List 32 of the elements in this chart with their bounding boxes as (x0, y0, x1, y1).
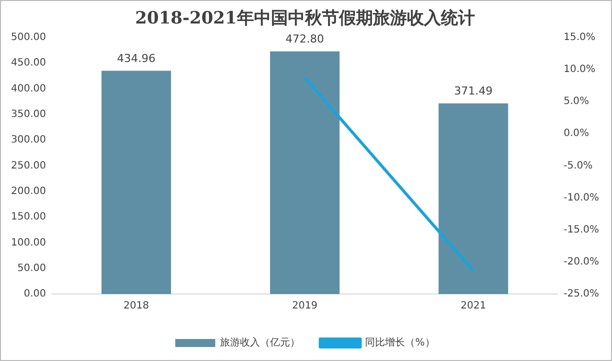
x-tick-label: 2018 (124, 300, 149, 312)
y-tick-label: 350.00 (10, 108, 46, 120)
y-tick-label: 100.00 (10, 237, 46, 248)
y-tick-label: 50.00 (17, 262, 46, 274)
y-tick-label: 250.00 (10, 160, 46, 172)
y-tick-label: 500.00 (10, 32, 46, 43)
y-tick-label: 0.00 (24, 288, 46, 300)
y-tick-label: 400.00 (10, 83, 46, 94)
y-tick-label: 150.00 (10, 212, 46, 223)
legend-label: 旅游收入（亿元） (220, 336, 300, 349)
y-tick-label: 450.00 (10, 58, 46, 69)
y2-tick-label: -10.0% (564, 192, 600, 204)
bar (270, 51, 340, 294)
bar (438, 103, 508, 294)
bar (102, 70, 172, 294)
x-tick-label: 2019 (292, 300, 318, 312)
y2-tick-label: -25.0% (564, 288, 600, 300)
data-label: 472.80 (286, 32, 324, 46)
y2-tick-label: -5.0% (564, 160, 593, 172)
y2-tick-label: 10.0% (564, 64, 596, 76)
y2-tick-label: -15.0% (564, 224, 600, 236)
data-label: 434.96 (117, 52, 156, 66)
chart-title: 2018-2021年中国中秋节假期旅游收入统计 (135, 8, 475, 29)
y2-tick-label: 5.0% (564, 96, 590, 108)
data-label: 371.49 (454, 84, 493, 98)
x-tick-label: 2021 (460, 300, 486, 312)
y2-tick-label: 15.0% (564, 32, 596, 43)
y2-tick-label: 0.0% (564, 128, 590, 140)
legend-label: 同比增长（%） (365, 336, 435, 349)
y2-tick-label: -20.0% (564, 256, 600, 268)
y-tick-label: 300.00 (10, 134, 46, 146)
y-tick-label: 200.00 (10, 186, 46, 197)
